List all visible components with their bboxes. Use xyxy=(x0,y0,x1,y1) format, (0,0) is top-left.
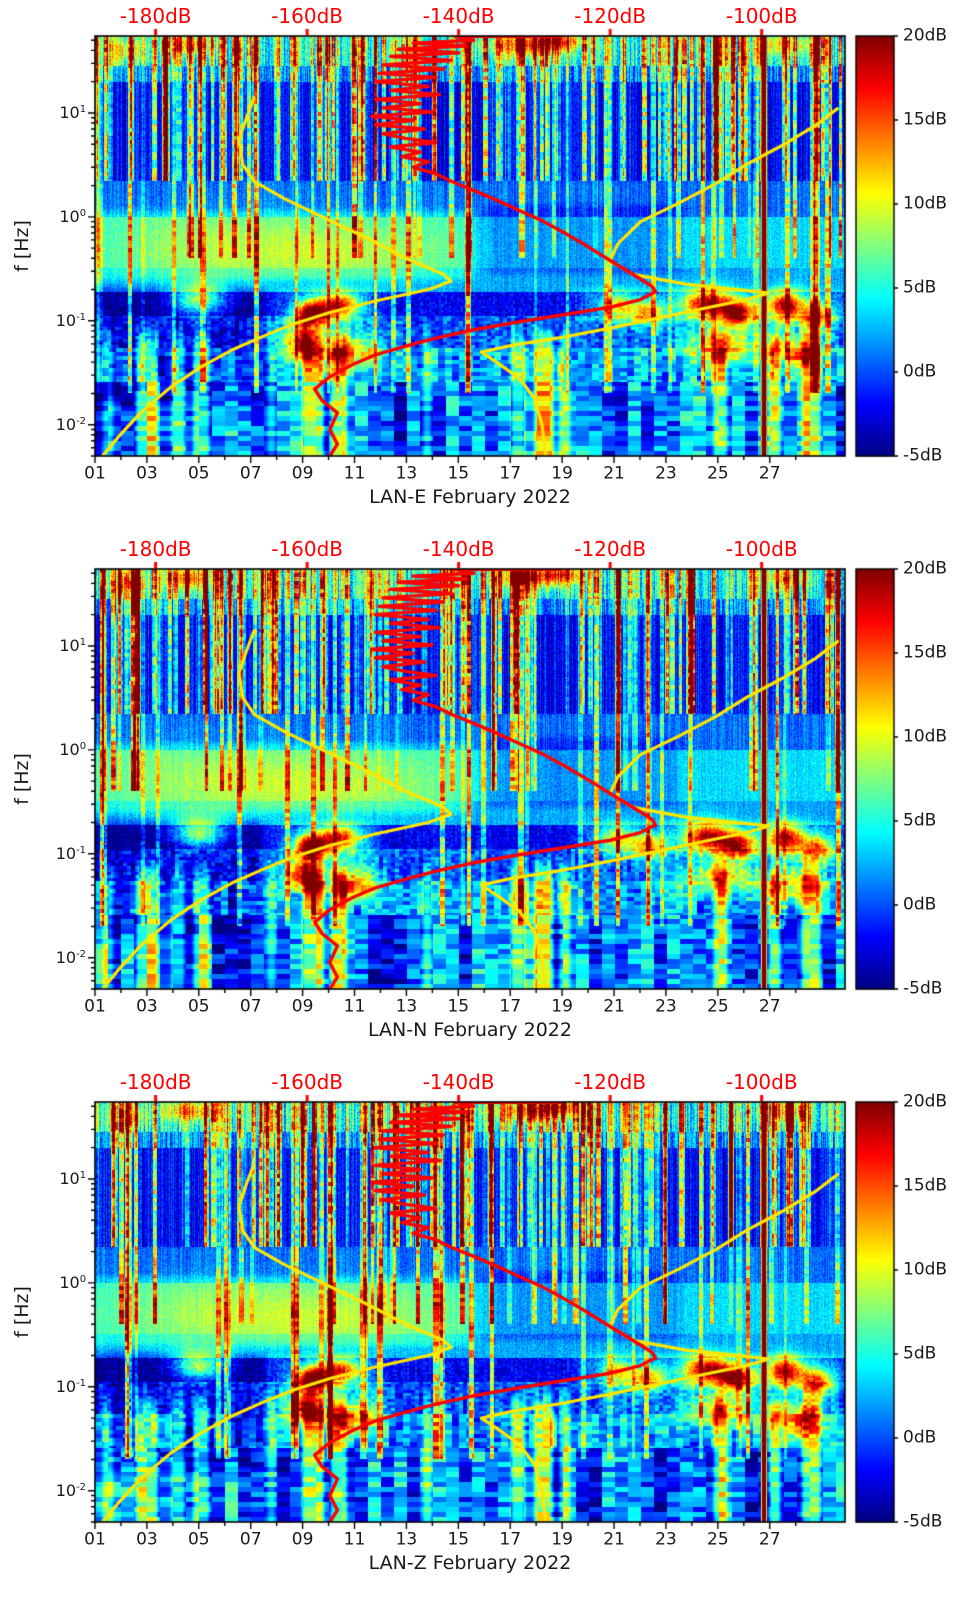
figure-lan-e: -180dB -160dB -140dB -120dB -100dB 01 03 05 07 09… xyxy=(0,0,962,533)
spectrogram-canvas xyxy=(0,0,962,533)
spectrogram-canvas xyxy=(0,533,962,1066)
y-axis-label: f [Hz] xyxy=(11,220,33,272)
figure-lan-n: -180dB -160dB -140dB -120dB -100dB 01 03 05 07 09… xyxy=(0,533,962,1066)
y-axis-label: f [Hz] xyxy=(11,1286,33,1338)
figure-lan-z: -180dB -160dB -140dB -120dB -100dB 01 03 05 07 09… xyxy=(0,1066,962,1599)
x-axis-title: LAN-Z February 2022 xyxy=(368,1552,572,1574)
x-axis-title: LAN-N February 2022 xyxy=(368,1019,572,1041)
y-axis-label: f [Hz] xyxy=(11,753,33,805)
spectrogram-canvas xyxy=(0,1066,962,1599)
x-axis-title: LAN-E February 2022 xyxy=(369,486,571,508)
